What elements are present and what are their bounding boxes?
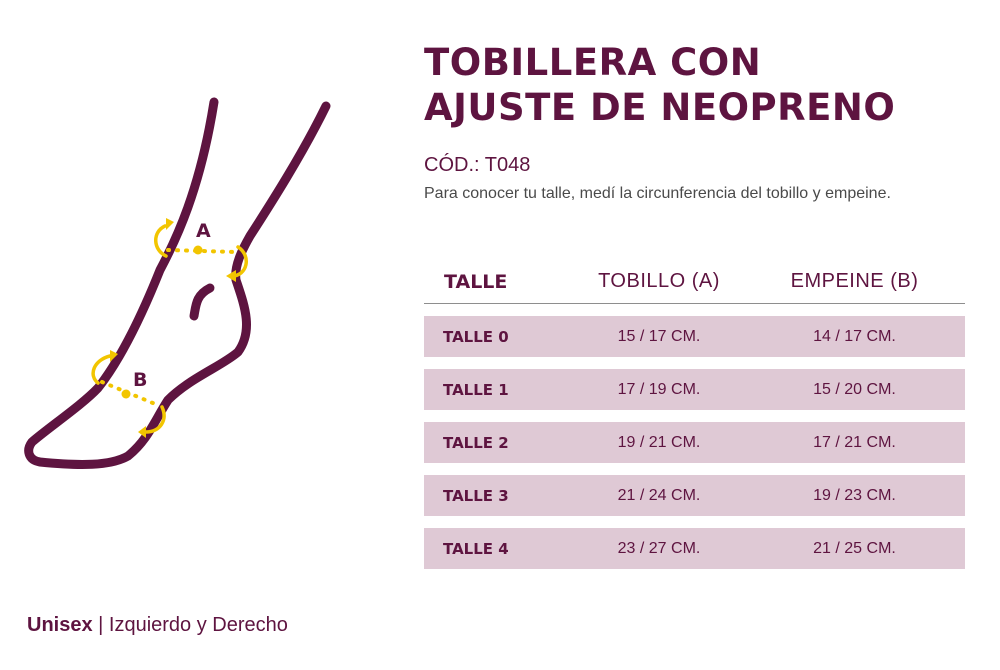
table-row: TALLE 4 23 / 27 CM. 21 / 25 CM. [424, 528, 965, 569]
product-title: TOBILLERA CON AJUSTE DE NEOPRENO [424, 40, 895, 130]
arc-b-left [91, 354, 112, 385]
row-ankle: 21 / 24 CM. [617, 486, 701, 504]
arrow-b-left [110, 350, 118, 362]
arc-b-right [144, 405, 166, 434]
row-ankle: 19 / 21 CM. [617, 433, 701, 451]
measure-dot-a [193, 245, 203, 255]
leg-front-outline [24, 97, 331, 469]
size-table-header: TALLE TOBILLO (A) EMPEINE (B) [424, 260, 965, 304]
row-size: TALLE 3 [443, 486, 509, 505]
foot-measurement-illustration: A B [24, 97, 331, 469]
footer-separator: | [92, 614, 109, 636]
header-tobillo: TOBILLO (A) [598, 270, 720, 292]
size-table: TALLE TOBILLO (A) EMPEINE (B) TALLE 0 15… [424, 260, 965, 569]
row-instep: 19 / 23 CM. [813, 486, 896, 504]
measure-line-b [100, 380, 162, 408]
header-empeine: EMPEINE (B) [790, 270, 919, 292]
row-ankle: 23 / 27 CM. [617, 539, 701, 557]
ankle-bone-outline [189, 283, 215, 321]
row-instep: 17 / 21 CM. [813, 433, 896, 451]
arc-a-left [154, 224, 168, 258]
row-size: TALLE 1 [443, 380, 509, 399]
row-instep: 21 / 25 CM. [813, 539, 896, 557]
size-instructions: Para conocer tu talle, medí la circunfer… [424, 185, 891, 202]
row-size: TALLE 2 [443, 433, 509, 452]
product-code: CÓD.: T048 [424, 154, 531, 176]
footer-note: Unisex | Izquierdo y Derecho [27, 614, 288, 637]
arrow-a-left [166, 218, 174, 230]
row-ankle: 15 / 17 CM. [617, 327, 701, 345]
table-row: TALLE 0 15 / 17 CM. 14 / 17 CM. [424, 316, 965, 357]
measure-dot-b [121, 389, 131, 399]
table-row: TALLE 3 21 / 24 CM. 19 / 23 CM. [424, 475, 965, 516]
row-instep: 15 / 20 CM. [813, 380, 896, 398]
arrow-a-right [226, 270, 236, 282]
row-instep: 14 / 17 CM. [813, 327, 896, 345]
footer-sides: Izquierdo y Derecho [108, 614, 288, 636]
table-row: TALLE 2 19 / 21 CM. 17 / 21 CM. [424, 422, 965, 463]
arrow-b-right [138, 426, 146, 438]
row-size: TALLE 4 [443, 539, 509, 558]
row-ankle: 17 / 19 CM. [617, 380, 701, 398]
header-talle: TALLE [444, 270, 508, 293]
title-line-1: TOBILLERA CON [424, 41, 762, 84]
label-b: B [133, 369, 147, 391]
label-a: A [196, 220, 211, 242]
row-size: TALLE 0 [443, 327, 509, 346]
footer-unisex: Unisex [27, 614, 93, 636]
table-row: TALLE 1 17 / 19 CM. 15 / 20 CM. [424, 369, 965, 410]
title-line-2: AJUSTE DE NEOPRENO [424, 86, 896, 129]
